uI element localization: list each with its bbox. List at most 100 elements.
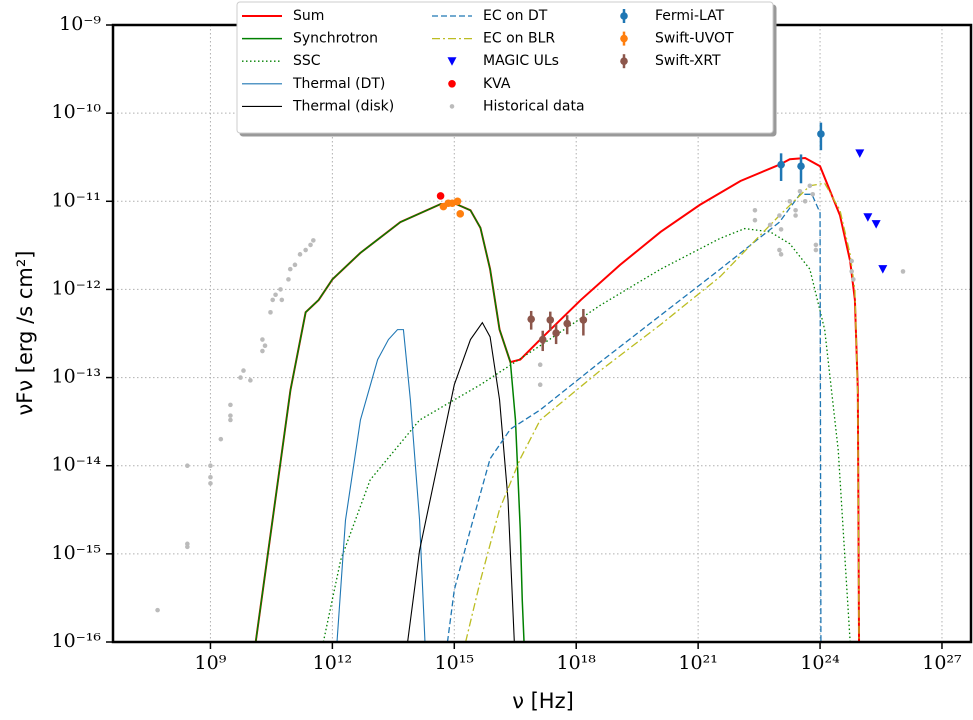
y-tick-label: 10⁻¹³ xyxy=(52,366,101,388)
y-tick-label: 10⁻¹⁶ xyxy=(52,630,102,652)
series-line xyxy=(336,329,426,643)
series-line xyxy=(322,227,851,643)
legend-label: Fermi-LAT xyxy=(655,8,725,24)
marker xyxy=(260,337,265,342)
marker xyxy=(208,463,213,469)
legend-label: Historical data xyxy=(483,98,585,114)
legend-label: Swift-XRT xyxy=(655,53,721,69)
marker xyxy=(527,315,535,323)
marker xyxy=(228,417,233,423)
marker xyxy=(185,544,190,550)
marker xyxy=(797,162,805,171)
marker xyxy=(817,130,825,138)
marker xyxy=(248,378,253,383)
marker xyxy=(620,34,628,43)
marker xyxy=(878,265,888,274)
marker xyxy=(228,413,233,418)
marker xyxy=(552,329,560,337)
y-tick-label: 10⁻¹⁴ xyxy=(52,454,102,476)
x-tick-label: 10¹⁸ xyxy=(557,652,597,674)
marker xyxy=(855,149,865,158)
legend-label: Thermal (DT) xyxy=(292,76,385,92)
marker xyxy=(273,292,278,298)
x-axis-label: ν [Hz] xyxy=(512,689,574,713)
marker xyxy=(297,252,303,257)
legend: Sum Synchrotron SSC Thermal (DT) Thermal (di… xyxy=(236,1,774,134)
legend-label: Synchrotron xyxy=(293,31,378,47)
marker xyxy=(537,382,543,388)
x-tick-label: 10¹⁵ xyxy=(435,652,474,674)
y-tick-label: 10⁻¹¹ xyxy=(52,189,101,211)
marker xyxy=(752,217,758,223)
marker xyxy=(449,104,455,109)
marker xyxy=(546,316,555,324)
x-tick-label: 10²⁴ xyxy=(800,652,840,674)
legend-label: SSC xyxy=(293,53,321,69)
marker xyxy=(849,258,854,264)
marker xyxy=(849,269,854,274)
marker xyxy=(752,208,758,213)
marker xyxy=(286,277,291,282)
marker xyxy=(620,57,628,65)
marker xyxy=(436,192,445,200)
series-line xyxy=(254,202,525,643)
marker xyxy=(777,160,785,169)
marker xyxy=(155,607,160,613)
marker xyxy=(308,242,313,248)
marker xyxy=(871,220,881,229)
marker xyxy=(260,348,265,354)
x-tick-label: 10⁹ xyxy=(195,652,227,674)
marker xyxy=(863,213,873,222)
marker xyxy=(538,335,547,344)
legend-box xyxy=(236,1,774,134)
axes: 10⁹ 10¹² 10¹⁵ 10¹⁸ 10²¹ 10²⁴ 10²⁷ 10⁻¹⁶ 10⁻¹⁵ 10⁻… xyxy=(52,13,963,674)
y-tick-label: 10⁻¹⁵ xyxy=(52,542,101,564)
marker xyxy=(807,183,813,189)
marker xyxy=(218,436,224,442)
marker xyxy=(778,252,784,257)
marker xyxy=(185,463,190,469)
marker xyxy=(797,188,803,194)
legend-label: KVA xyxy=(483,76,511,92)
marker xyxy=(262,343,268,348)
marker xyxy=(793,213,798,218)
marker xyxy=(456,210,465,218)
y-tick-label: 10⁻¹² xyxy=(52,277,101,299)
marker xyxy=(777,213,782,218)
marker xyxy=(813,242,819,248)
marker xyxy=(563,319,571,328)
series-line xyxy=(446,193,822,643)
marker xyxy=(787,198,793,204)
marker xyxy=(767,222,773,228)
marker xyxy=(813,247,819,253)
marker xyxy=(208,474,213,480)
x-tick-label: 10¹² xyxy=(313,652,352,674)
plot-area xyxy=(155,122,906,643)
marker xyxy=(292,262,298,268)
marker xyxy=(778,227,784,232)
marker xyxy=(279,297,285,303)
series-line xyxy=(464,182,860,643)
legend-label: Swift-UVOT xyxy=(655,31,734,47)
marker xyxy=(448,80,456,88)
marker xyxy=(453,197,462,206)
marker xyxy=(802,198,808,204)
legend-label: EC on BLR xyxy=(483,31,555,47)
marker xyxy=(228,402,233,408)
marker xyxy=(900,269,906,274)
marker xyxy=(777,247,782,253)
marker xyxy=(238,375,243,380)
marker xyxy=(810,192,816,197)
marker xyxy=(303,247,308,253)
y-tick-label: 10⁻¹⁰ xyxy=(52,101,102,123)
marker xyxy=(447,57,457,66)
x-tick-label: 10²⁷ xyxy=(922,652,962,674)
x-tick-label: 10²¹ xyxy=(678,652,717,674)
marker xyxy=(851,277,856,282)
marker xyxy=(208,481,213,486)
y-axis-label: νFν [erg /s cm²] xyxy=(13,251,37,416)
legend-label: Sum xyxy=(293,8,324,24)
marker xyxy=(241,368,246,373)
series-line xyxy=(407,321,515,643)
legend-label: Thermal (disk) xyxy=(292,98,394,114)
